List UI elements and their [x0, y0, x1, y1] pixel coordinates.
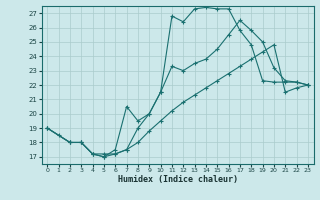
X-axis label: Humidex (Indice chaleur): Humidex (Indice chaleur)	[118, 175, 237, 184]
